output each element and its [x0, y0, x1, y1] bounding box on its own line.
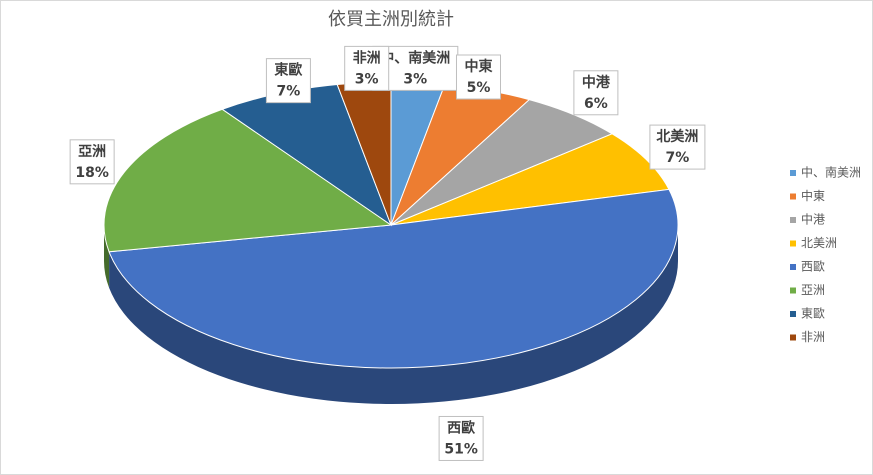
data-label-category: 中港 [582, 74, 611, 91]
data-label-value: 18% [75, 165, 109, 181]
data-label-category: 中東 [464, 58, 492, 75]
data-label: 西歐 51% [438, 415, 484, 461]
legend-label: 中東 [801, 188, 825, 203]
data-label-box [649, 124, 706, 170]
data-label-box [265, 58, 311, 104]
data-label-category: 非洲 [353, 49, 381, 66]
data-label-box [573, 70, 619, 116]
legend-label: 東歐 [801, 306, 825, 321]
data-label-value: 7% [666, 150, 690, 166]
data-label-box [455, 54, 501, 100]
legend-swatch [790, 193, 796, 200]
data-label-box [344, 45, 390, 91]
legend-swatch [790, 334, 796, 341]
data-label-box [69, 139, 115, 185]
data-label-category: 東歐 [274, 62, 302, 79]
legend-swatch [790, 240, 796, 247]
data-label-value: 7% [277, 84, 301, 100]
legend-swatch [790, 311, 796, 317]
legend-swatch [790, 287, 796, 294]
data-label: 亞洲 18% [69, 139, 115, 185]
legend-swatch [790, 217, 796, 223]
data-label: 中東 5% [455, 54, 501, 100]
data-label-value: 3% [403, 71, 427, 87]
data-label-value: 51% [444, 441, 478, 457]
legend-label: 非洲 [801, 330, 825, 344]
legend-swatch [790, 264, 796, 270]
slice [390, 133, 670, 226]
legend-label: 中港 [801, 212, 825, 227]
legend-label: 西歐 [801, 259, 825, 274]
data-label-value: 6% [584, 96, 608, 112]
slice [108, 188, 679, 369]
data-label-category: 北美洲 [656, 128, 698, 145]
data-label-value: 3% [355, 71, 379, 87]
data-label-category: 中、南美洲 [380, 49, 450, 66]
legend-swatch [790, 170, 796, 176]
legend-label: 北美洲 [801, 236, 837, 250]
data-label-category: 西歐 [447, 419, 475, 436]
chart-title: 依買主洲別統計 [328, 9, 454, 30]
data-label: 北美洲 7% [649, 124, 706, 170]
legend-label: 中、南美洲 [801, 165, 861, 180]
slice [103, 108, 393, 253]
data-label: 東歐 7% [265, 58, 311, 104]
data-label-box [438, 415, 484, 461]
data-label: 非洲 3% [344, 45, 390, 91]
data-label-category: 亞洲 [78, 144, 106, 160]
data-label: 中港 6% [573, 70, 619, 116]
data-label-value: 5% [467, 80, 491, 96]
legend-label: 亞洲 [801, 283, 825, 297]
slice-side [109, 225, 678, 404]
